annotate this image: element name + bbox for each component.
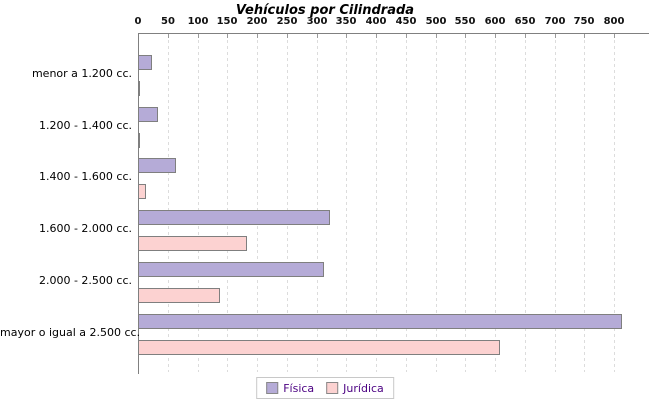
bar-juridica-1: [138, 133, 140, 148]
x-tick-label-450: 450: [395, 16, 417, 27]
bar-fisica-0: [138, 55, 152, 70]
gridline-x-350: [346, 34, 347, 372]
gridline-x-400: [376, 34, 377, 372]
gridline-x-250: [287, 34, 288, 372]
bar-fisica-5: [138, 314, 622, 329]
bar-juridica-4: [138, 288, 220, 303]
category-label-3: 1.600 - 2.000 cc.: [38, 222, 132, 235]
gridline-x-100: [198, 34, 199, 372]
tick-mark-x-600: [495, 34, 496, 38]
x-tick-label-550: 550: [454, 16, 476, 27]
x-tick-label-250: 250: [276, 16, 298, 27]
tick-mark-x-200: [257, 34, 258, 38]
x-tick-label-0: 0: [134, 16, 142, 27]
tick-mark-x-450: [406, 34, 407, 38]
chart-title: Vehículos por Cilindrada: [235, 3, 415, 18]
category-label-2: 1.400 - 1.600 cc.: [38, 170, 132, 183]
x-axis-line: [138, 33, 649, 34]
category-label-1: 1.200 - 1.400 cc.: [38, 119, 132, 132]
x-tick-label-350: 350: [335, 16, 357, 27]
x-tick-label-700: 700: [544, 16, 566, 27]
bar-fisica-1: [138, 107, 158, 122]
legend-swatch-juridica-icon: [326, 382, 339, 394]
tick-mark-x-250: [287, 34, 288, 38]
tick-mark-x-400: [376, 34, 377, 38]
gridline-x-50: [168, 34, 169, 372]
gridline-x-500: [436, 34, 437, 372]
x-tick-label-800: 800: [603, 16, 625, 27]
tick-mark-x-550: [465, 34, 466, 38]
gridline-x-450: [406, 34, 407, 372]
bar-juridica-5: [138, 340, 500, 355]
gridline-x-300: [317, 34, 318, 372]
tick-mark-x-350: [346, 34, 347, 38]
gridline-x-200: [257, 34, 258, 372]
gridline-x-150: [227, 34, 228, 372]
category-label-5: mayor o igual a 2.500 cc.: [0, 326, 141, 339]
legend-label-juridica: Jurídica: [343, 381, 384, 395]
tick-mark-x-500: [436, 34, 437, 38]
legend-label-fisica: Física: [283, 381, 315, 395]
gridline-x-700: [555, 34, 556, 372]
gridline-x-650: [525, 34, 526, 372]
tick-mark-x-750: [584, 34, 585, 38]
gridline-x-800: [614, 34, 615, 372]
gridline-x-550: [465, 34, 466, 372]
bar-juridica-0: [138, 81, 140, 96]
x-tick-label-50: 50: [161, 16, 175, 27]
legend-item-juridica: Jurídica: [326, 382, 384, 395]
category-label-0: menor a 1.200 cc.: [31, 67, 132, 80]
bar-juridica-3: [138, 236, 247, 251]
legend: Física Jurídica: [256, 377, 394, 399]
x-tick-label-400: 400: [365, 16, 387, 27]
tick-mark-x-150: [227, 34, 228, 38]
tick-mark-x-100: [198, 34, 199, 38]
x-tick-label-500: 500: [425, 16, 447, 27]
bar-juridica-2: [138, 184, 146, 199]
x-tick-label-150: 150: [216, 16, 238, 27]
gridline-x-750: [584, 34, 585, 372]
y-axis-line: [138, 33, 139, 374]
legend-swatch-fisica-icon: [266, 382, 279, 394]
x-tick-label-100: 100: [187, 16, 209, 27]
bar-fisica-3: [138, 210, 330, 225]
gridline-x-600: [495, 34, 496, 372]
tick-mark-x-300: [317, 34, 318, 38]
tick-mark-x-800: [614, 34, 615, 38]
tick-mark-x-650: [525, 34, 526, 38]
bar-fisica-2: [138, 158, 176, 173]
x-tick-label-650: 650: [514, 16, 536, 27]
tick-mark-x-700: [555, 34, 556, 38]
x-tick-label-600: 600: [484, 16, 506, 27]
bar-fisica-4: [138, 262, 324, 277]
category-label-4: 2.000 - 2.500 cc.: [38, 274, 132, 287]
x-tick-label-300: 300: [306, 16, 328, 27]
legend-item-fisica: Física: [266, 382, 314, 395]
tick-mark-x-50: [168, 34, 169, 38]
x-tick-label-200: 200: [246, 16, 268, 27]
x-tick-label-750: 750: [573, 16, 595, 27]
